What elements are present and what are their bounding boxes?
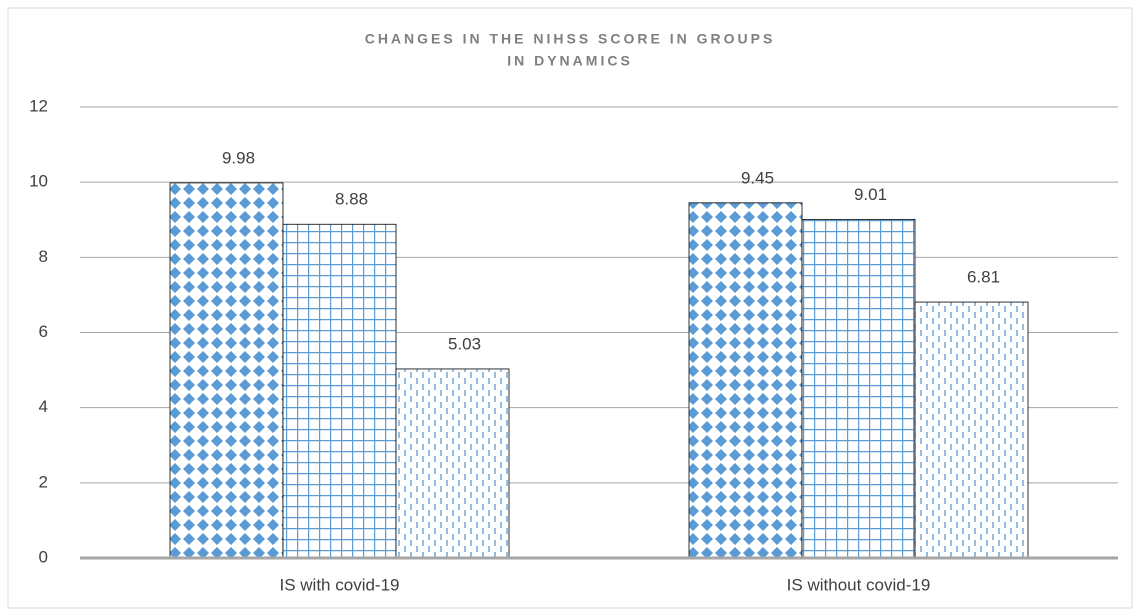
value-label: 9.01 bbox=[854, 185, 887, 204]
bar bbox=[169, 182, 284, 559]
bar bbox=[914, 301, 1029, 559]
y-tick-label: 10 bbox=[29, 172, 48, 191]
value-label: 6.81 bbox=[967, 268, 1000, 287]
value-label: 5.03 bbox=[448, 334, 481, 353]
value-label: 9.98 bbox=[222, 148, 255, 167]
chart-title: IN DYNAMICS bbox=[507, 53, 633, 69]
y-tick-label: 0 bbox=[39, 547, 48, 566]
y-tick-label: 8 bbox=[39, 247, 48, 266]
bar bbox=[801, 218, 916, 559]
bar bbox=[395, 368, 510, 559]
bar bbox=[282, 223, 397, 559]
bar bbox=[688, 202, 803, 559]
y-tick-label: 4 bbox=[39, 397, 48, 416]
x-tick-label: IS without covid-19 bbox=[787, 575, 931, 594]
y-tick-label: 6 bbox=[39, 322, 48, 341]
value-label: 8.88 bbox=[335, 190, 368, 209]
x-tick-label: IS with covid-19 bbox=[280, 575, 400, 594]
y-tick-label: 12 bbox=[29, 96, 48, 115]
y-tick-label: 2 bbox=[39, 472, 48, 491]
chart-title: CHANGES IN THE NIHSS SCORE IN GROUPS bbox=[365, 31, 776, 47]
value-label: 9.45 bbox=[741, 168, 774, 187]
